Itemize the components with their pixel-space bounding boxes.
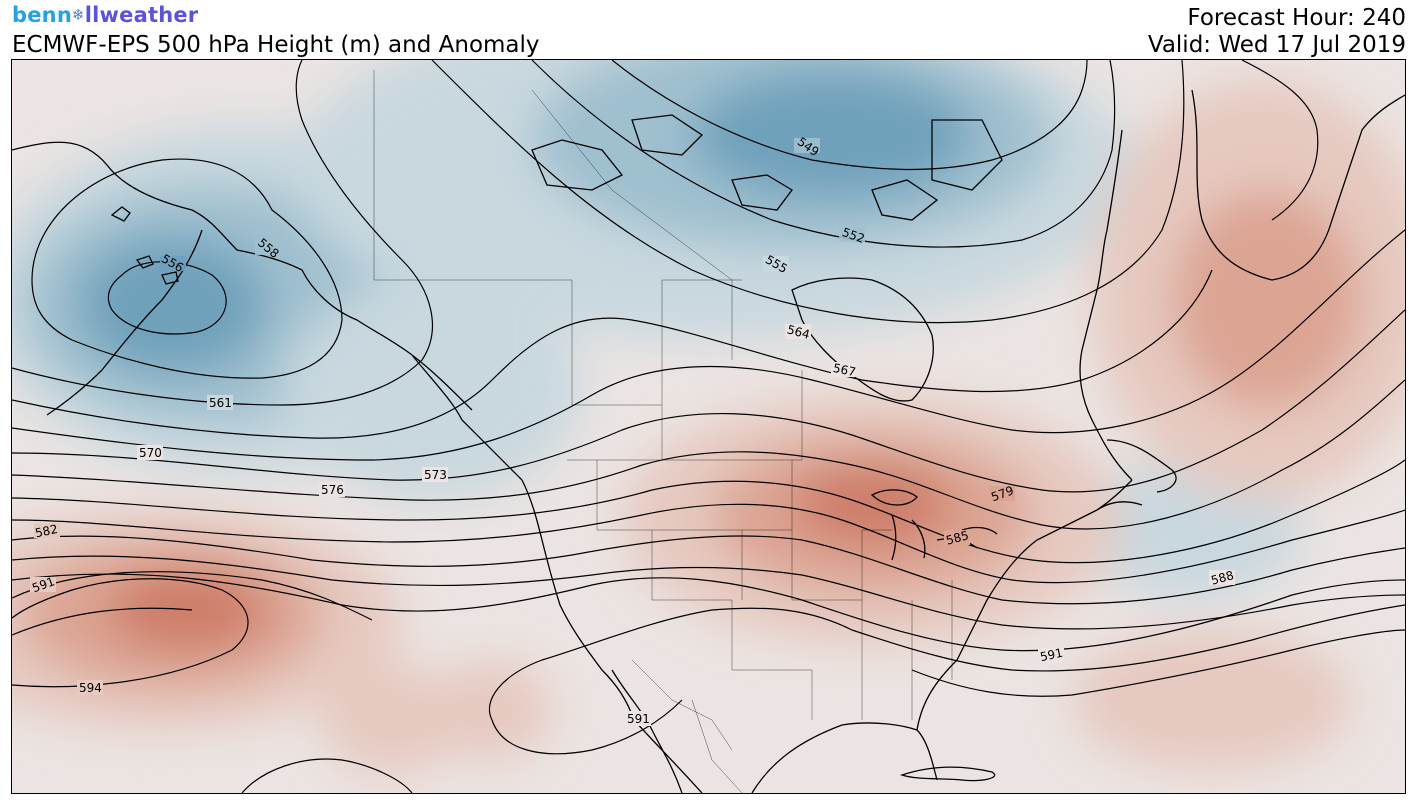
border-yukon	[373, 70, 472, 281]
great-lakes	[870, 489, 998, 561]
cuba	[899, 766, 996, 782]
border-plains-states	[652, 460, 863, 670]
label-588: 588	[1209, 568, 1236, 588]
height-contours	[12, 60, 1405, 793]
svg-text:561: 561	[209, 396, 232, 410]
svg-text:582: 582	[34, 522, 59, 540]
contour-582	[12, 535, 1405, 605]
contour-564	[12, 269, 1213, 439]
map-title: ECMWF-EPS 500 hPa Height (m) and Anomaly	[12, 32, 540, 58]
svg-text:588: 588	[1210, 568, 1236, 587]
contour-579	[12, 503, 1405, 584]
border-provinces	[472, 279, 742, 406]
coastlines	[12, 89, 1405, 793]
contour-549	[611, 60, 1088, 171]
contour-591-south-pacific	[241, 758, 413, 793]
alaska-coast	[12, 141, 473, 411]
atlantic-red	[1072, 630, 1352, 770]
contour-594	[12, 578, 249, 688]
label-591-atlantic: 591	[1038, 646, 1064, 664]
contour-555-canada	[431, 60, 1185, 324]
border-mexico	[631, 659, 743, 793]
anomaly-map: 549 552 556 558	[11, 59, 1406, 794]
label-591-gulf: 591	[625, 711, 651, 726]
pacific-trough-core	[77, 235, 267, 375]
contour-576	[12, 459, 1405, 564]
svg-text:573: 573	[424, 468, 447, 482]
canada-trough-core	[692, 70, 972, 200]
svg-text:570: 570	[139, 446, 162, 460]
alaska-islands	[110, 206, 179, 285]
svg-text:591: 591	[1039, 646, 1064, 664]
baja-red	[432, 660, 552, 760]
label-594: 594	[77, 680, 103, 695]
border-nunavut	[531, 89, 733, 360]
svg-text:591: 591	[627, 712, 650, 726]
svg-text:594: 594	[79, 681, 102, 695]
contour-552	[531, 60, 1116, 248]
label-555-canada: 555	[763, 252, 790, 276]
greenland-ridge-core	[1172, 190, 1362, 410]
forecast-hour: Forecast Hour: 240	[1187, 5, 1406, 31]
contour-561	[12, 60, 433, 406]
svg-text:576: 576	[321, 483, 344, 497]
contour-585	[12, 555, 1405, 630]
mexico-west-coast	[633, 719, 703, 793]
label-579: 579	[989, 483, 1016, 504]
valid-date: Valid: Wed 17 Jul 2019	[1147, 32, 1406, 58]
contour-591-west	[12, 607, 193, 636]
map-canvas: 549 552 556 558	[12, 60, 1405, 793]
gulf-coast	[751, 722, 938, 793]
label-591-west: 591	[30, 574, 57, 595]
label-556: 556	[159, 251, 186, 275]
west-coast	[411, 354, 635, 721]
contour-558	[31, 158, 343, 379]
contour-591-south	[491, 699, 683, 755]
arctic-islands	[531, 114, 1003, 221]
label-552: 552	[839, 225, 867, 246]
label-585: 585	[944, 528, 971, 548]
svg-text:585: 585	[945, 528, 971, 547]
border-south-states	[811, 529, 953, 720]
contour-591	[12, 571, 1405, 721]
border-us-canada	[567, 370, 803, 461]
mid-pacific-red	[322, 665, 462, 775]
contour-567	[12, 229, 1405, 461]
contour-labels: 549 552 556 558	[30, 135, 1235, 726]
label-573: 573	[422, 467, 448, 482]
labrador-coast	[1079, 129, 1133, 481]
bennettweather-logo: benn❄llweather	[12, 3, 199, 27]
contour-greenland	[1241, 60, 1319, 221]
label-564: 564	[785, 322, 812, 342]
contour-570	[12, 309, 1405, 493]
border-west-states	[596, 460, 812, 671]
svg-text:567: 567	[832, 361, 857, 379]
label-576: 576	[319, 482, 345, 497]
label-561: 561	[207, 395, 233, 410]
contour-588	[12, 573, 1405, 652]
greenland-coast	[1191, 89, 1405, 281]
central-ridge-core	[792, 465, 952, 545]
political-borders	[373, 70, 953, 793]
label-570: 570	[137, 445, 163, 460]
contour-591-atlantic	[911, 629, 1405, 697]
maritimes-coast	[1096, 439, 1177, 511]
baja-coast	[611, 669, 683, 793]
label-567: 567	[831, 361, 857, 379]
svg-text:564: 564	[786, 322, 812, 341]
snowflake-icon: ❄	[71, 6, 85, 24]
label-582: 582	[34, 522, 60, 540]
west-canada-blue	[282, 280, 582, 500]
